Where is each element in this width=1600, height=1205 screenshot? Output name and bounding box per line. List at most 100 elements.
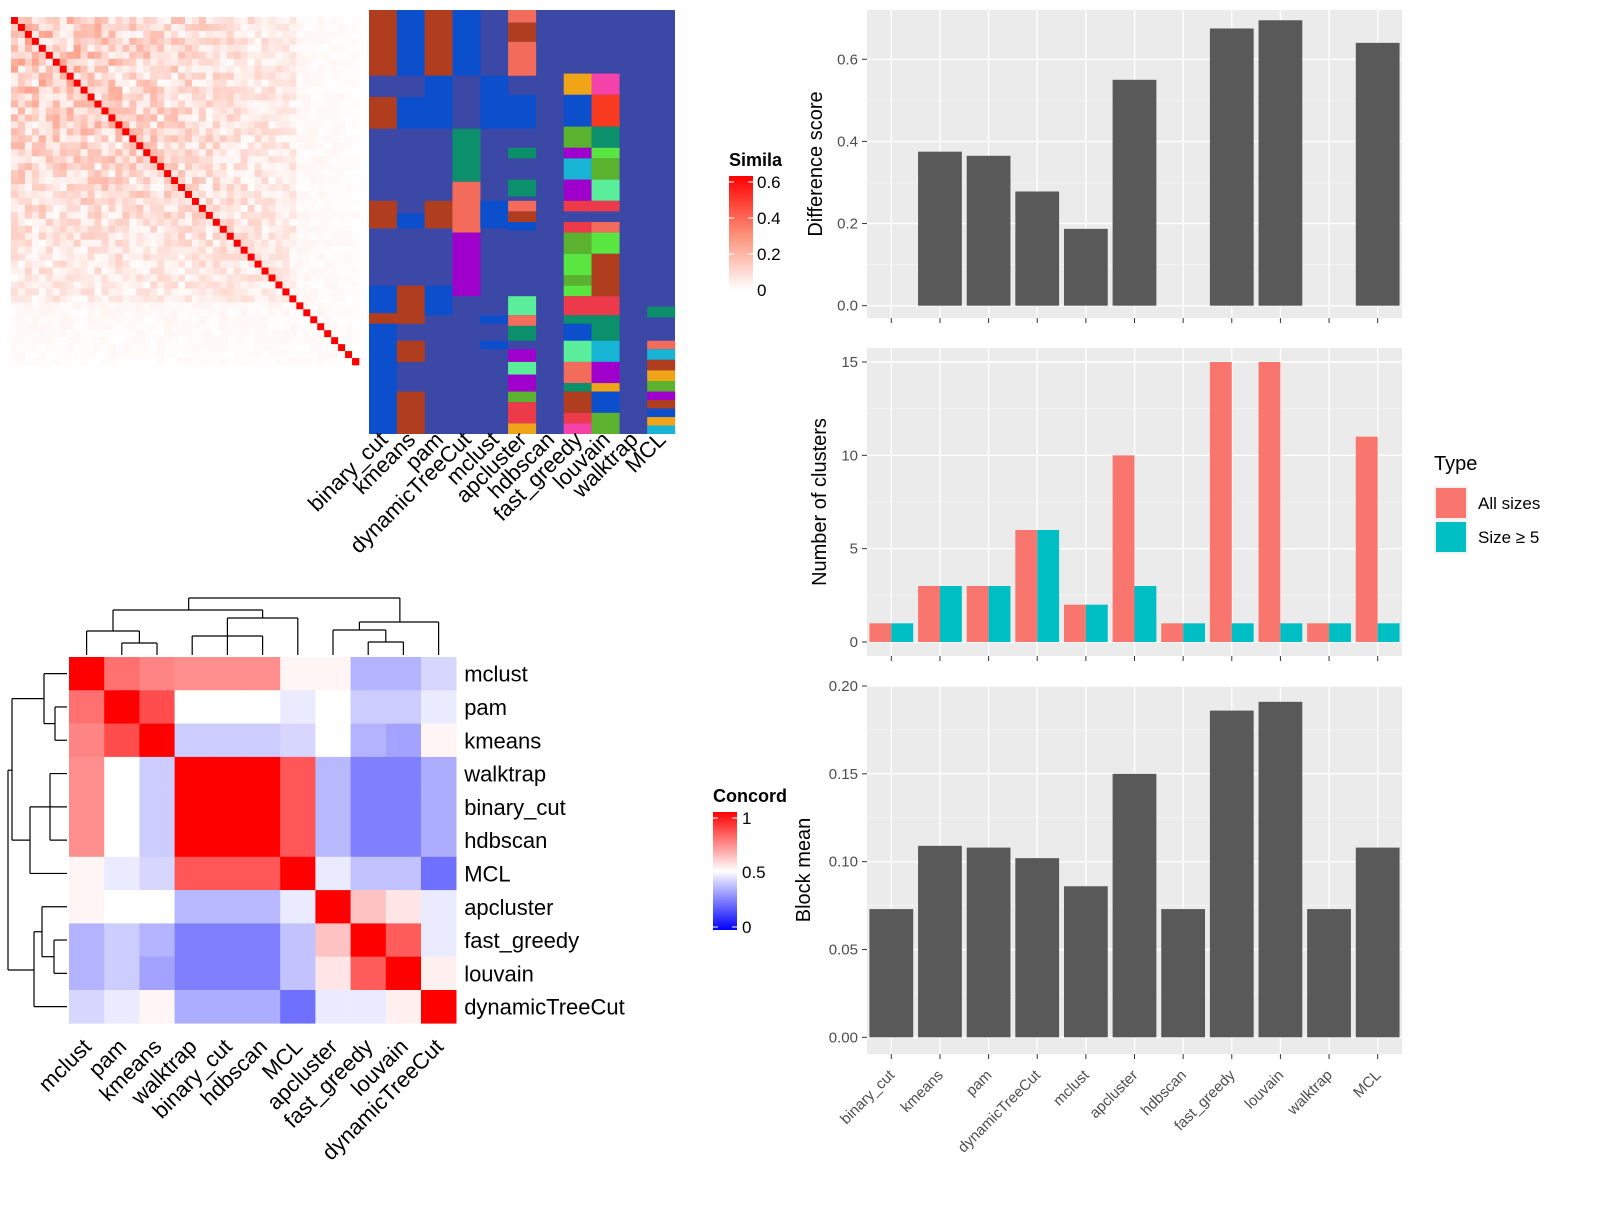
similarity-cell — [171, 51, 179, 60]
similarity-cell — [352, 323, 360, 331]
similarity-cell — [191, 44, 200, 53]
similarity-cell — [261, 177, 269, 185]
similarity-cell — [331, 142, 339, 150]
similarity-cell — [310, 58, 318, 67]
similarity-cell — [101, 142, 109, 150]
similarity-cell — [115, 295, 123, 303]
similarity-cell — [352, 239, 360, 247]
concordance-cell — [174, 790, 211, 824]
similarity-cell — [129, 177, 137, 185]
similarity-cell — [191, 302, 200, 310]
similarity-cell — [115, 163, 123, 171]
similarity-cell — [122, 232, 130, 241]
similarity-cell — [164, 114, 172, 122]
similarity-cell — [261, 225, 269, 234]
similarity-cell — [185, 281, 193, 289]
concordance-cell — [385, 923, 422, 957]
similarity-cell — [157, 330, 165, 338]
similarity-cell — [129, 170, 137, 178]
similarity-cell — [233, 37, 241, 46]
similarity-cell — [289, 128, 297, 136]
similarity-cell — [150, 184, 158, 192]
similarity-cell — [345, 149, 353, 157]
similarity-cell — [101, 232, 109, 241]
similarity-cell — [143, 225, 151, 234]
similarity-cell — [226, 107, 235, 115]
similarity-cell — [171, 260, 179, 268]
similarity-cell — [101, 204, 109, 213]
similarity-cell — [108, 232, 116, 241]
similarity-cell — [191, 281, 200, 289]
similarity-cell — [185, 17, 193, 25]
similarity-cell — [226, 121, 235, 129]
similarity-cell — [240, 184, 248, 192]
similarity-cell — [73, 330, 81, 338]
similarity-cell — [122, 211, 130, 220]
similarity-cell — [73, 246, 81, 254]
similarity-cell — [136, 184, 144, 192]
similarity-cell — [254, 44, 262, 53]
similarity-cell — [212, 274, 221, 282]
similarity-cell — [178, 197, 186, 206]
similarity-cell — [115, 246, 123, 254]
similarity-cell — [345, 142, 353, 150]
similarity-cell — [164, 170, 172, 178]
similarity-cell — [317, 79, 325, 87]
similarity-cell — [219, 267, 228, 275]
similarity-cell — [108, 72, 116, 80]
similarity-cell — [324, 156, 332, 164]
similarity-cell — [275, 225, 283, 234]
similarity-cell — [11, 351, 19, 359]
similarity-cell — [261, 121, 269, 129]
cluster-block — [452, 75, 481, 129]
similarity-cell — [94, 302, 102, 310]
similarity-cell — [45, 358, 54, 366]
similarity-cell — [24, 142, 33, 150]
concordance-cell — [69, 756, 105, 791]
similarity-cell — [324, 170, 332, 178]
similarity-cell — [296, 358, 304, 366]
similarity-cell — [233, 44, 241, 53]
similarity-cell — [191, 107, 200, 115]
similarity-cell — [171, 309, 179, 317]
similarity-cell — [310, 246, 318, 254]
similarity-cell — [303, 246, 311, 254]
similarity-cell — [108, 218, 116, 227]
concordance-row-label: fast_greedy — [464, 928, 579, 953]
similarity-cell — [157, 316, 165, 324]
similarity-cell — [17, 72, 26, 80]
similarity-cell — [45, 128, 54, 136]
similarity-cell — [143, 51, 151, 60]
similarity-cell — [233, 100, 241, 108]
similarity-cell — [164, 197, 172, 206]
similarity-cell — [38, 72, 47, 80]
similarity-cell — [296, 253, 304, 261]
similarity-cell — [331, 72, 339, 80]
similarity-cell — [11, 253, 19, 261]
similarity-cell — [289, 288, 297, 296]
similarity-cell — [310, 323, 318, 331]
cluster-block — [424, 10, 453, 76]
similarity-cell — [164, 302, 172, 310]
concordance-cell — [315, 856, 351, 891]
similarity-cell — [11, 197, 19, 206]
similarity-cell — [94, 79, 102, 87]
concordance-cell — [209, 856, 246, 891]
similarity-cell — [87, 114, 95, 122]
similarity-cell — [275, 309, 283, 317]
similarity-cell — [352, 253, 360, 261]
similarity-cell — [66, 149, 74, 157]
similarity-cell — [261, 142, 269, 150]
similarity-cell — [185, 72, 193, 80]
similarity-cell — [66, 351, 74, 359]
similarity-cell — [94, 323, 102, 331]
similarity-cell — [101, 225, 109, 234]
similarity-cell — [171, 177, 179, 185]
similarity-cell — [178, 246, 186, 254]
similarity-cell — [268, 197, 276, 206]
similarity-cell — [331, 156, 339, 164]
similarity-cell — [157, 100, 165, 108]
similarity-cell — [198, 288, 207, 296]
similarity-cell — [59, 253, 67, 261]
similarity-cell — [254, 163, 262, 171]
